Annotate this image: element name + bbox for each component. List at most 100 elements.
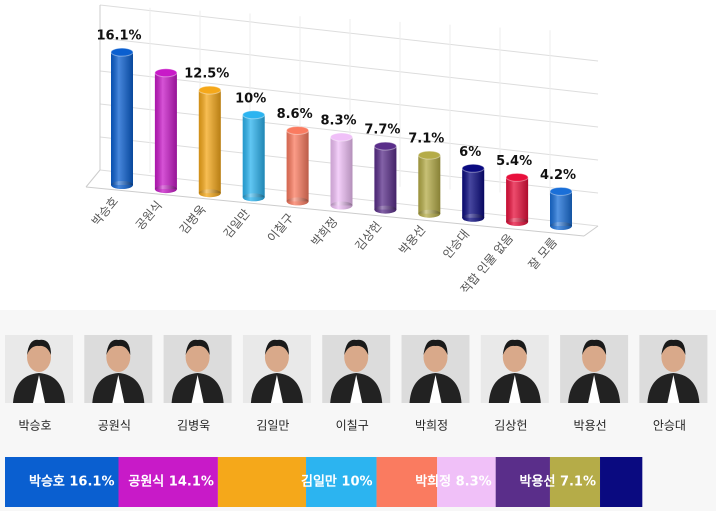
photo-shirt [667, 375, 680, 403]
candidate-photo [560, 335, 629, 403]
candidate-name: 박희정 [415, 419, 448, 433]
photo-hair [661, 339, 686, 355]
photo-head [423, 342, 448, 372]
candidate-photo [401, 335, 470, 403]
photo-hair [27, 339, 51, 355]
candidate-photo [242, 335, 311, 403]
photo-head [582, 342, 607, 372]
candidate-photo [322, 335, 391, 403]
photo-shirt [33, 375, 45, 403]
bar-shade [462, 168, 485, 218]
value-label: 12.5% [184, 67, 229, 82]
bar-top [154, 68, 178, 78]
x-tick-label: 박희정 [308, 215, 340, 249]
summary-segment [376, 457, 438, 507]
bar [373, 141, 397, 214]
bar [286, 125, 310, 206]
photo-head [661, 342, 686, 372]
candidate-name: 김병욱 [177, 419, 210, 433]
bar-bottom-shade [198, 189, 221, 198]
summary-segment [118, 457, 218, 507]
bar [505, 172, 529, 226]
value-label: 7.1% [408, 132, 444, 147]
summary-label: 박승호 16.1% [29, 474, 115, 490]
photo-hair [106, 339, 131, 355]
bar [110, 47, 134, 189]
candidate-name: 안승대 [653, 419, 686, 433]
value-label: 5.4% [496, 154, 532, 169]
bar-bottom-shade [242, 193, 265, 202]
summary-label: 공원식 14.1% [128, 474, 214, 490]
x-tick-label: 공원식 [133, 198, 165, 232]
bar-bottom-shade [154, 185, 177, 194]
candidate-name: 박용선 [574, 419, 607, 433]
summary-segment [5, 457, 119, 507]
bar [242, 110, 266, 202]
photo-shirt [429, 375, 442, 403]
bar-shade [154, 72, 177, 190]
candidate-photo [84, 335, 153, 403]
photo-shirt [588, 375, 601, 403]
bar [461, 163, 485, 222]
bar-top [417, 150, 441, 160]
value-label: 4.2% [540, 168, 576, 183]
bar [417, 150, 441, 218]
bar-top [242, 110, 266, 120]
summary-segment [495, 457, 550, 507]
value-label: 6% [459, 145, 481, 160]
candidate-name: 공원식 [98, 419, 131, 433]
axis [85, 186, 585, 237]
bar-bottom-shade [286, 197, 309, 206]
bar-top [330, 132, 353, 142]
value-label: 16.1% [96, 29, 141, 44]
value-label: 8.6% [277, 107, 313, 122]
bar-bottom-shade [550, 222, 572, 230]
bar [330, 132, 353, 210]
bar-top [198, 85, 222, 95]
bar-bottom-shade [462, 213, 485, 222]
bar-top [461, 163, 485, 173]
bar-bottom-shade [506, 217, 529, 226]
photo-hair [185, 339, 210, 355]
bar-shade [111, 52, 133, 185]
photo-head [27, 342, 51, 372]
photo-shirt [508, 375, 521, 403]
value-label: 8.3% [320, 114, 356, 129]
photo-hair [423, 339, 448, 355]
candidate-photo [639, 335, 708, 403]
bar-shade [418, 155, 441, 214]
bar-shade [198, 90, 221, 194]
bar-bottom-shade [111, 181, 133, 189]
photo-hair [344, 339, 369, 355]
summary-label: 김일만 10% [301, 474, 373, 490]
summary-segment [217, 457, 307, 507]
candidate-photo [480, 335, 549, 403]
summary-segment [437, 457, 496, 507]
bar-top [110, 47, 134, 57]
bar-shade [374, 146, 397, 210]
photo-hair [264, 339, 289, 355]
summary-segment [306, 457, 377, 507]
bar-top [549, 186, 573, 196]
axis [583, 225, 599, 237]
bar-bottom-shade [374, 205, 397, 214]
summary-segment [600, 457, 643, 507]
bar [198, 85, 222, 198]
bar-top [505, 172, 529, 182]
photo-head [185, 342, 210, 372]
bar-shade [506, 177, 529, 222]
axis [85, 169, 101, 188]
candidate-photo [163, 335, 232, 403]
x-tick-label: 잘 모름 [526, 235, 560, 272]
bar-top [373, 141, 397, 151]
candidate-name: 김상헌 [494, 419, 527, 433]
bar-shade [550, 191, 572, 226]
grid-line [99, 37, 599, 95]
photo-shirt [270, 375, 283, 403]
photo-hair [502, 339, 527, 355]
bar-bottom-shade [418, 209, 441, 218]
x-tick-label: 안승대 [440, 227, 472, 261]
grid-line [99, 70, 599, 128]
summary-label: 박희정 8.3% [415, 474, 491, 490]
